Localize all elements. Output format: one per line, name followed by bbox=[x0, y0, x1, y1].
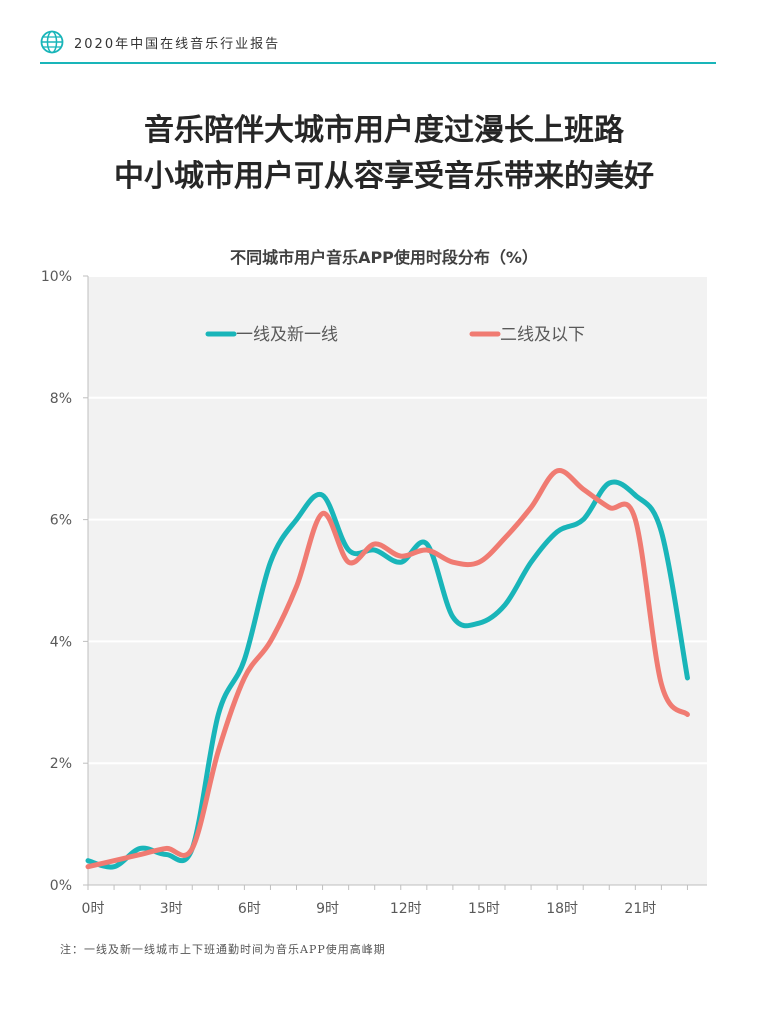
footnote: 注：一线及新一线城市上下班通勤时间为音乐APP使用高峰期 bbox=[60, 943, 386, 956]
x-tick-label: 6时 bbox=[238, 901, 261, 917]
report-title: 2020年中国在线音乐行业报告 bbox=[74, 37, 281, 52]
headline-line-1: 音乐陪伴大城市用户度过漫长上班路 bbox=[144, 113, 624, 148]
series-line-2 bbox=[85, 468, 690, 870]
x-tick-label: 18时 bbox=[546, 901, 578, 917]
y-tick-label: 0% bbox=[50, 878, 72, 894]
chart-title: 不同城市用户音乐APP使用时段分布（%） bbox=[230, 248, 538, 267]
y-tick-label: 10% bbox=[41, 269, 72, 285]
x-tick-label: 3时 bbox=[160, 901, 183, 917]
x-tick-label: 0时 bbox=[82, 901, 105, 917]
legend-label-2: 二线及以下 bbox=[500, 325, 585, 345]
plot-area bbox=[88, 276, 707, 885]
x-tick-label: 12时 bbox=[390, 901, 422, 917]
report-header: 2020年中国在线音乐行业报告 bbox=[40, 28, 716, 66]
legend-label-1: 一线及新一线 bbox=[236, 325, 338, 345]
x-tick-label: 15时 bbox=[468, 901, 500, 917]
y-tick-label: 6% bbox=[50, 513, 72, 529]
header-divider bbox=[40, 62, 716, 64]
x-tick-label: 9时 bbox=[316, 901, 339, 917]
headline-line-2: 中小城市用户可从容享受音乐带来的美好 bbox=[114, 159, 654, 194]
line-chart: 0% 2% 4% 6% 8% 10% 0时 3时 6时 9时 12时 15时 18时 21时 一线及新一线 二… bbox=[41, 269, 707, 917]
headline: 音乐陪伴大城市用户度过漫长上班路 中小城市用户可从容享受音乐带来的美好 bbox=[0, 108, 768, 200]
y-tick-label: 4% bbox=[50, 634, 72, 650]
globe-icon bbox=[40, 30, 64, 54]
y-tick-label: 8% bbox=[50, 391, 72, 407]
y-tick-label: 2% bbox=[50, 756, 72, 772]
x-tick-label: 21时 bbox=[624, 901, 656, 917]
